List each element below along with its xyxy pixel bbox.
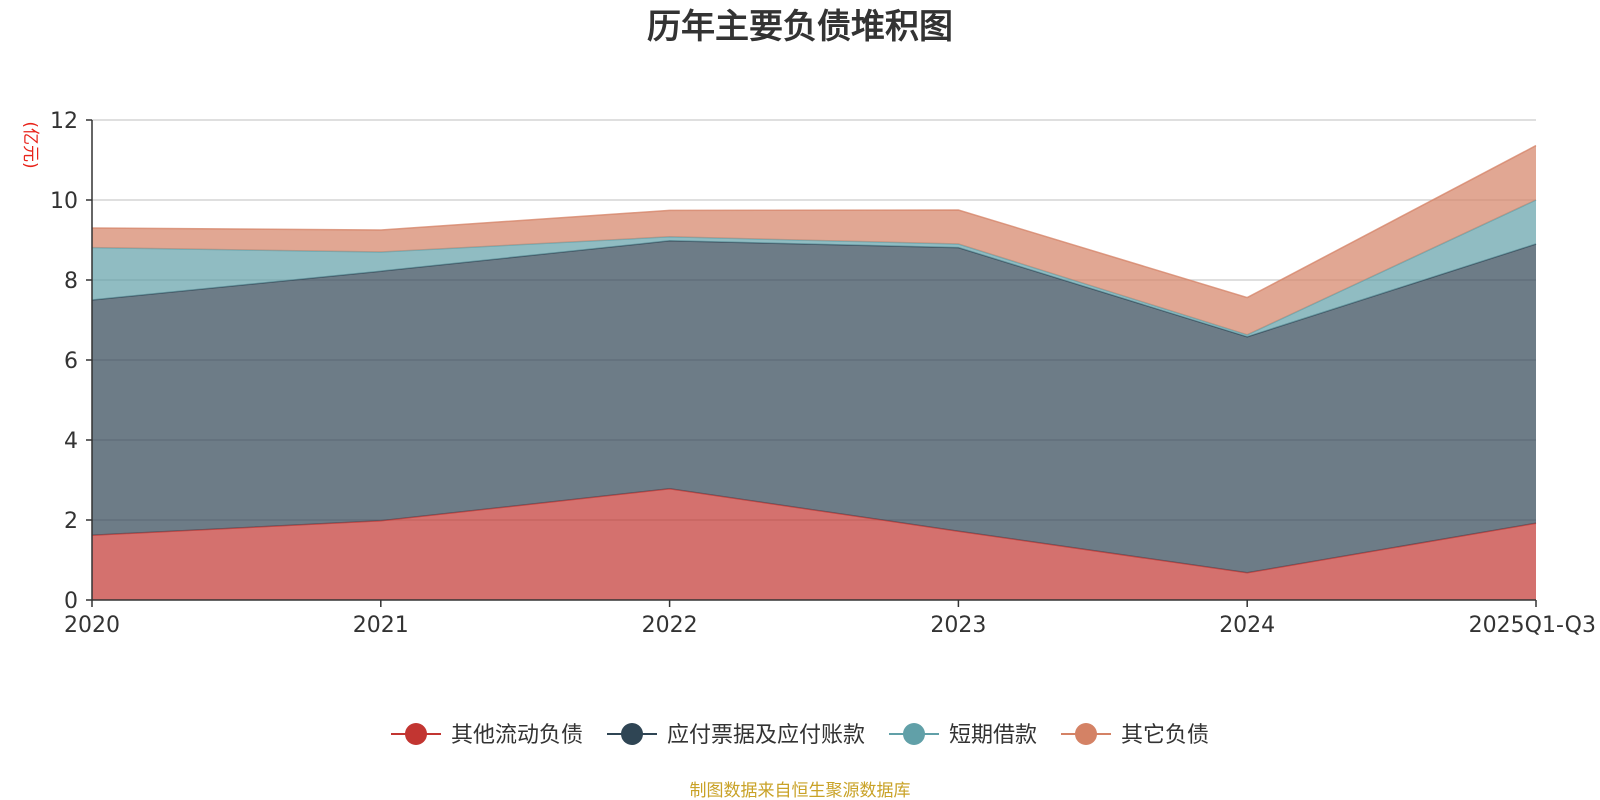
area-series-1[interactable] [92, 488, 1536, 600]
legend-circle-icon [621, 723, 643, 745]
y-tick-label: 4 [64, 429, 78, 454]
legend-label: 其他流动负债 [451, 723, 583, 748]
stacked-areas [91, 144, 1537, 600]
area-series-2[interactable] [92, 240, 1536, 573]
y-axis-unit-label: (亿元) [20, 121, 40, 168]
y-tick-label: 12 [50, 109, 78, 134]
legend-circle-icon [903, 723, 925, 745]
legend-item-1[interactable]: 其他流动负债 [391, 723, 583, 748]
legend-circle-icon [405, 723, 427, 745]
x-tick-label: 2022 [642, 613, 698, 638]
legend-item-2[interactable]: 应付票据及应付账款 [607, 723, 865, 748]
legend-label: 应付票据及应付账款 [667, 723, 865, 748]
y-tick-label: 6 [64, 349, 78, 374]
x-tick-label: 2024 [1219, 613, 1275, 638]
y-tick-label: 10 [50, 189, 78, 214]
axes: 0 2 4 6 8 10 12 2020 2021 2022 2023 2024 2025Q1-Q3 [50, 109, 1596, 638]
legend: 其他流动负债 应付票据及应付账款 短期借款 其它负债 [391, 723, 1209, 748]
legend-circle-icon [1075, 723, 1097, 745]
x-tick-label: 2021 [353, 613, 409, 638]
area-series-3[interactable] [92, 200, 1536, 337]
y-tick-label: 0 [64, 589, 78, 614]
y-tick-label: 2 [64, 509, 78, 534]
area-series-4-edge [91, 144, 1537, 299]
legend-label: 短期借款 [949, 723, 1037, 748]
chart-title: 历年主要负债堆积图 [647, 7, 953, 47]
legend-item-4[interactable]: 其它负债 [1061, 723, 1209, 748]
x-tick-label: 2023 [930, 613, 986, 638]
y-tick-label: 8 [64, 269, 78, 294]
area-series-4[interactable] [92, 145, 1536, 335]
legend-item-3[interactable]: 短期借款 [889, 723, 1037, 748]
x-tick-label: 2020 [64, 613, 120, 638]
legend-label: 其它负债 [1121, 723, 1209, 748]
data-source-note: 制图数据来自恒生聚源数据库 [690, 781, 911, 800]
x-tick-label: 2025Q1-Q3 [1469, 613, 1596, 638]
